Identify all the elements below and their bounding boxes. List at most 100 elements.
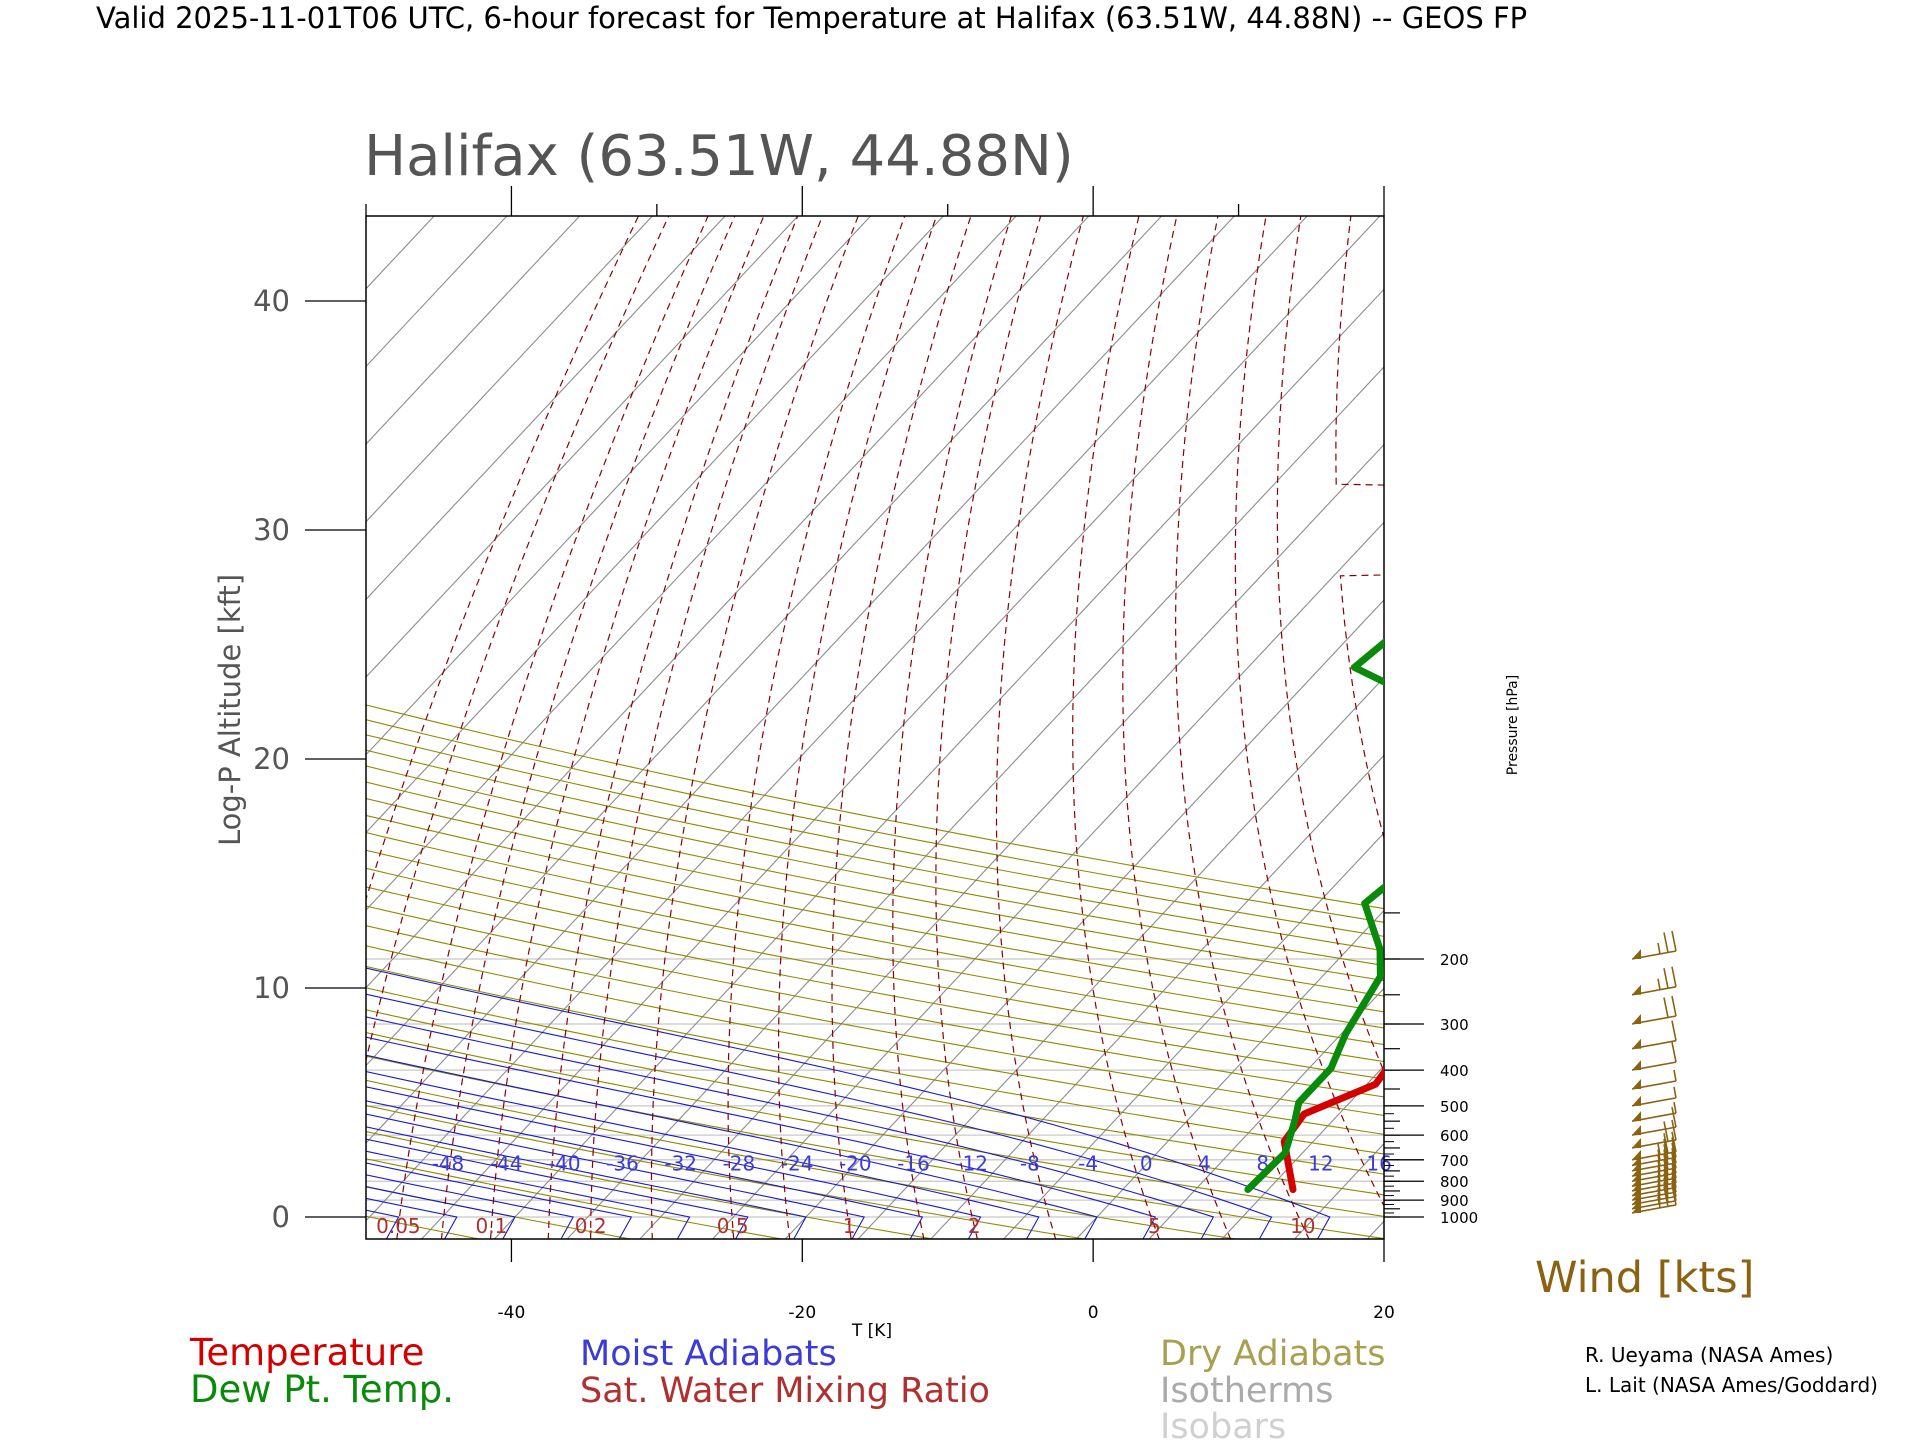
pressure-tick-label: 1000 bbox=[1440, 1209, 1478, 1227]
x-tick-label: 20 bbox=[1373, 1303, 1395, 1323]
credit-line-2: L. Lait (NASA Ames/Goddard) bbox=[1585, 1373, 1878, 1397]
dry-adiabat bbox=[366, 886, 1384, 1080]
moist-adiabat-labels: -48 -44 -40 -36 -32 -28 -24 -20 -16 -12 -8 -4 0 4 8 12 1… bbox=[432, 1151, 1392, 1175]
legend-dewpoint: Dew Pt. Temp. bbox=[190, 1368, 454, 1411]
mixing-ratio-lines bbox=[366, 209, 1920, 1240]
mixing-ratio-label: 2 bbox=[968, 1214, 981, 1238]
moist-adiabat-label: -8 bbox=[1020, 1151, 1040, 1175]
isotherm-line bbox=[0, 209, 222, 1240]
isotherm-line bbox=[366, 216, 1163, 1067]
top-axis bbox=[365, 186, 1385, 216]
legend-temperature: Temperature bbox=[189, 1331, 424, 1374]
pressure-tick-label: 500 bbox=[1440, 1098, 1469, 1116]
dry-adiabat bbox=[366, 765, 1384, 967]
dry-adiabat bbox=[366, 1032, 1384, 1217]
moist-adiabat-label: 16 bbox=[1366, 1151, 1391, 1175]
isotherm-line bbox=[366, 216, 1090, 989]
isotherm-line bbox=[566, 366, 1384, 1239]
moist-adiabat bbox=[366, 1150, 691, 1239]
wind-barb bbox=[1631, 966, 1677, 996]
mixing-ratio-line bbox=[1122, 216, 1232, 1239]
pressure-tick-label: 700 bbox=[1440, 1152, 1469, 1170]
mixing-ratio-line bbox=[1408, 209, 1920, 1240]
isotherm-line bbox=[366, 216, 726, 601]
isotherm-line bbox=[0, 209, 295, 1240]
isotherm-line bbox=[366, 216, 799, 678]
isotherm-line bbox=[639, 443, 1384, 1239]
legend-mixing-ratio: Sat. Water Mixing Ratio bbox=[580, 1371, 990, 1411]
isotherm-line bbox=[1002, 832, 1384, 1239]
profile-series bbox=[1244, 638, 1384, 1193]
mixing-ratio-label: 0.05 bbox=[376, 1214, 421, 1238]
dry-adiabat bbox=[366, 945, 1384, 1135]
wind-barb bbox=[1631, 1137, 1677, 1167]
dewpoint-line bbox=[1244, 638, 1384, 1193]
mixing-ratio-line bbox=[777, 216, 938, 1239]
isotherm-line bbox=[1075, 909, 1384, 1239]
isotherm-line bbox=[857, 676, 1384, 1239]
moist-adiabat-label: 12 bbox=[1308, 1151, 1333, 1175]
moist-adiabat-label: -40 bbox=[548, 1151, 581, 1175]
isotherm-line bbox=[1293, 1142, 1384, 1239]
isotherm-line bbox=[493, 288, 1384, 1239]
dry-adiabat bbox=[366, 1104, 1088, 1239]
dry-adiabat bbox=[366, 814, 1384, 1013]
moist-adiabat-label: -28 bbox=[723, 1151, 756, 1175]
dry-adiabat bbox=[366, 925, 1384, 1117]
moist-adiabat bbox=[366, 1086, 982, 1239]
plot-title: Halifax (63.51W, 44.88N) bbox=[364, 124, 1074, 189]
moist-adiabat-label: -32 bbox=[664, 1151, 697, 1175]
y-tick-label: 10 bbox=[253, 971, 290, 1005]
dry-adiabat bbox=[366, 719, 1384, 923]
isotherm-line bbox=[366, 216, 508, 368]
pressure-axis-label: Pressure [hPa] bbox=[1505, 675, 1521, 775]
dry-adiabat bbox=[366, 1158, 785, 1239]
dry-adiabat bbox=[366, 704, 1384, 910]
isotherm-line bbox=[1366, 1220, 1384, 1239]
mixing-ratio-line bbox=[1335, 216, 1384, 840]
dry-adiabat bbox=[366, 1009, 1384, 1196]
moist-adiabat bbox=[366, 1071, 1040, 1239]
pressure-tick-label: 600 bbox=[1440, 1127, 1469, 1145]
wind-barb bbox=[1631, 1086, 1677, 1107]
wind-barb bbox=[1631, 1102, 1677, 1122]
header-text: Valid 2025-11-01T06 UTC, 6-hour forecast… bbox=[96, 1, 1527, 35]
pressure-tick-label: 300 bbox=[1440, 1016, 1469, 1034]
isotherm-line bbox=[366, 216, 872, 756]
mixing-ratio-line bbox=[831, 216, 972, 1239]
wind-barb bbox=[1631, 995, 1677, 1025]
x-tick-label: -20 bbox=[788, 1303, 816, 1323]
y-tick-label: 30 bbox=[253, 513, 290, 547]
x-axis-label: T [K] bbox=[851, 1321, 892, 1341]
pressure-tick-label: 400 bbox=[1440, 1062, 1469, 1080]
y-axis-label: Log-P Altitude [kft] bbox=[213, 574, 247, 846]
moist-adiabat bbox=[366, 1100, 924, 1239]
dry-adiabat bbox=[366, 867, 1384, 1063]
wind-barb bbox=[1631, 1069, 1677, 1090]
isotherm-line bbox=[366, 216, 1017, 911]
legend-isobars: Isobars bbox=[1160, 1407, 1286, 1440]
wind-barb bbox=[1631, 1106, 1677, 1136]
y-tick-label: 0 bbox=[272, 1200, 290, 1234]
mixing-ratio-line bbox=[590, 216, 824, 1239]
isotherm-line bbox=[711, 521, 1384, 1239]
moist-adiabat bbox=[366, 1162, 633, 1239]
x-tick-label: 0 bbox=[1088, 1303, 1099, 1323]
moist-adiabat bbox=[366, 967, 1331, 1239]
wind-label: Wind [kts] bbox=[1535, 1253, 1754, 1303]
plot-frame bbox=[365, 215, 1385, 1240]
mixing-ratio-label: 5 bbox=[1148, 1214, 1161, 1238]
legend-dry-adiabats: Dry Adiabats bbox=[1160, 1334, 1386, 1374]
moist-adiabat bbox=[366, 1209, 400, 1239]
isotherm-lines bbox=[0, 209, 1920, 1240]
isotherm-line bbox=[1221, 1065, 1384, 1239]
isotherm-line bbox=[930, 754, 1384, 1239]
moist-adiabat bbox=[366, 1036, 1157, 1239]
mixing-ratio-line bbox=[489, 216, 765, 1239]
isotherm-line bbox=[0, 209, 4, 1240]
y-tick-label: 40 bbox=[253, 284, 290, 318]
mixing-ratio-label: 0.2 bbox=[575, 1214, 607, 1238]
isotherm-line bbox=[366, 216, 945, 834]
isotherm-line bbox=[1512, 209, 1920, 1240]
